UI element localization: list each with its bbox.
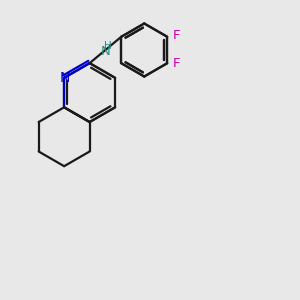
- Text: F: F: [172, 57, 180, 70]
- Text: H: H: [103, 41, 111, 51]
- Text: F: F: [172, 29, 180, 42]
- Text: N: N: [60, 71, 70, 85]
- Text: N: N: [101, 44, 111, 58]
